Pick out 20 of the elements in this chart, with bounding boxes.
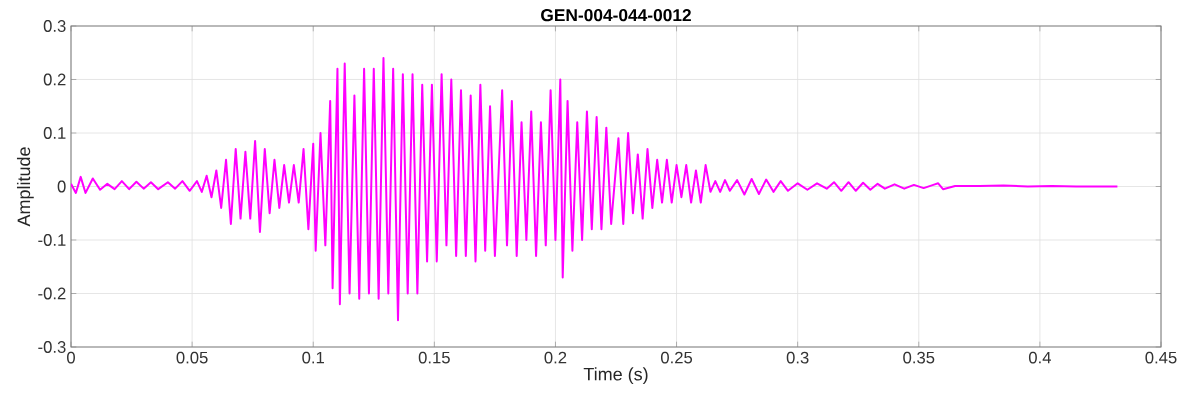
x-tick-label: 0.35 (903, 351, 935, 364)
x-tick-label: 0.45 (1145, 351, 1177, 364)
x-tick-label: 0.15 (418, 351, 450, 364)
x-tick-label: 0.3 (786, 351, 809, 364)
y-tick-label: -0.2 (38, 287, 66, 300)
x-tick-label: 0.1 (302, 351, 324, 364)
chart-title: GEN-004-044-0012 (541, 9, 691, 22)
x-tick-label: 0.25 (660, 351, 693, 364)
x-tick-label: 0 (67, 351, 75, 364)
x-axis-title: Time (s) (583, 367, 648, 385)
y-tick-label: -0.1 (38, 234, 66, 246)
x-tick-label: 0.2 (544, 351, 567, 364)
y-tick-label: 0.2 (43, 73, 66, 86)
y-axis-title: Amplitude (16, 147, 34, 227)
x-tick-label: 0.05 (176, 351, 208, 364)
y-tick-label: 0.3 (43, 20, 66, 32)
x-tick-label: 0.4 (1028, 351, 1051, 364)
y-tick-label: 0 (57, 180, 66, 193)
y-tick-label: -0.3 (38, 341, 66, 353)
y-tick-label: 0.1 (43, 127, 66, 139)
